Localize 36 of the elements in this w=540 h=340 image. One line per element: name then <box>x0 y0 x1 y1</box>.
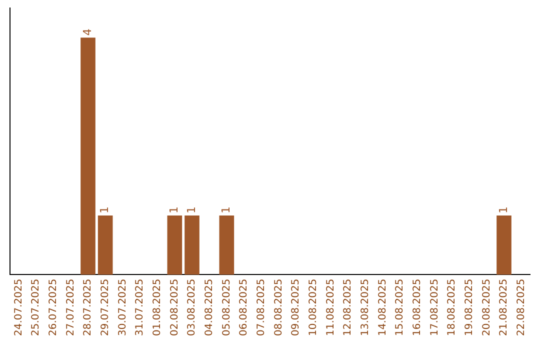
x-tick-label: 05.08.2025 <box>221 278 232 336</box>
x-tick-label: 24.07.2025 <box>13 278 24 336</box>
x-tick-label: 14.08.2025 <box>377 278 388 336</box>
x-tick-label: 15.08.2025 <box>394 278 406 336</box>
x-tick-label: 10.08.2025 <box>308 278 319 336</box>
x-tick-label: 21.08.2025 <box>498 278 510 336</box>
x-tick-label: 16.08.2025 <box>412 278 423 336</box>
x-tick-label: 18.08.2025 <box>446 278 458 336</box>
data-label: 1 <box>168 206 181 214</box>
x-tick-label: 03.08.2025 <box>186 278 198 336</box>
x-tick-label: 29.07.2025 <box>100 278 111 336</box>
x-tick-label: 20.08.2025 <box>481 278 492 336</box>
x-tick-label: 09.08.2025 <box>290 278 302 336</box>
x-tick-label: 02.08.2025 <box>169 278 180 336</box>
x-tick-label: 11.08.2025 <box>325 278 336 336</box>
x-tick-label: 01.08.2025 <box>152 278 163 336</box>
x-tick-label: 22.08.2025 <box>516 278 527 336</box>
x-tick-label: 13.08.2025 <box>360 278 371 336</box>
x-tick-label: 07.08.2025 <box>256 278 267 336</box>
data-label: 1 <box>184 206 198 214</box>
x-tick-label: 27.07.2025 <box>65 278 76 336</box>
x-tick-label: 08.08.2025 <box>273 278 284 336</box>
data-label: 4 <box>80 28 94 36</box>
data-label: 1 <box>220 206 233 214</box>
x-tick-label: 28.07.2025 <box>82 278 94 336</box>
x-tick-label: 17.08.2025 <box>429 278 440 336</box>
data-label: 1 <box>98 206 112 214</box>
x-tick-label: 04.08.2025 <box>204 278 215 336</box>
x-tick-label: 06.08.2025 <box>238 278 250 336</box>
x-tick-label: 12.08.2025 <box>342 278 354 336</box>
x-tick-label: 30.07.2025 <box>117 278 128 336</box>
x-tick-label: 31.07.2025 <box>134 278 146 336</box>
data-label: 1 <box>496 206 510 214</box>
x-tick-label: 19.08.2025 <box>464 278 475 336</box>
x-tick-label: 25.07.2025 <box>30 278 42 336</box>
x-tick-label: 26.07.2025 <box>48 278 59 336</box>
